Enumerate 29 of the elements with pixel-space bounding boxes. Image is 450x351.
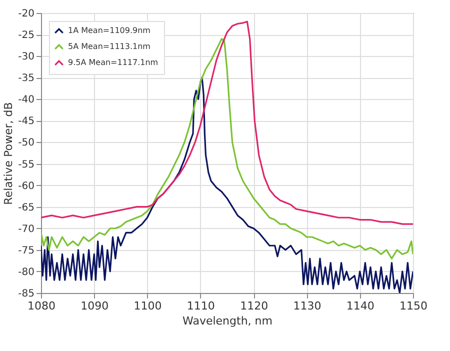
x-tick-label: 1110 [186,300,215,312]
x-tick-label: 1140 [346,300,374,312]
x-tick-label: 1100 [134,300,162,312]
y-tick-label: -85 [18,288,34,300]
y-tick-label: -55 [18,159,34,170]
y-tick-label: -60 [18,180,34,192]
y-axis-title: Relative Power, dB [2,102,16,205]
y-tick-label: -25 [18,30,34,42]
x-tick-label: 1090 [80,300,109,312]
y-tick-label: -35 [18,73,34,84]
y-tick-label: -50 [18,138,34,149]
x-tick-label: 1120 [240,300,268,312]
y-tick-label: -75 [18,245,34,256]
x-axis-title: Wavelength, nm [182,314,272,328]
y-tick-label: -30 [18,52,34,63]
x-tick-label: 1150 [400,300,428,312]
y-tick-label: -40 [18,94,34,106]
y-tick-label: -20 [18,8,34,20]
y-tick-label: -65 [18,202,34,214]
line-series [41,20,413,225]
x-tick-label: 1130 [293,300,322,312]
x-tick-label: 1080 [28,300,56,312]
y-tick-label: -80 [18,266,34,278]
line-series [41,38,413,260]
y-tick-label: -45 [18,116,34,128]
legend-label: 9.5A Mean=1117.1nm [68,58,158,67]
y-tick-label: -70 [18,224,34,235]
legend-label: 5A Mean=1113.1nm [68,42,151,51]
legend-label: 1A Mean=1109.9nm [68,26,151,35]
